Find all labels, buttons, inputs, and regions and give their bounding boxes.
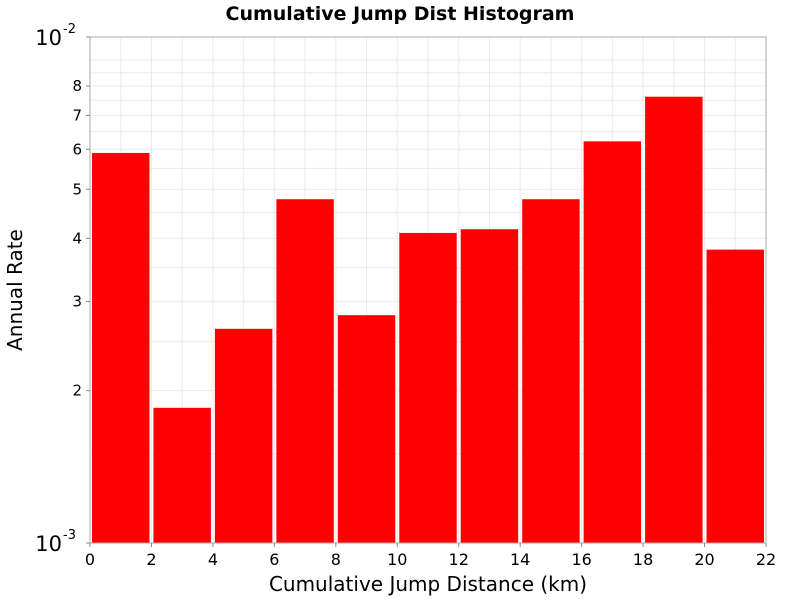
- plot-frame: [89, 36, 767, 544]
- x-tick-label: 16: [571, 550, 591, 569]
- bars: [92, 96, 764, 544]
- histogram-bar: [153, 407, 211, 543]
- histogram-bar: [583, 141, 642, 543]
- x-tick-label: 20: [694, 550, 714, 569]
- y-tick-label: 6: [72, 140, 82, 158]
- histogram-bar: [337, 315, 396, 543]
- x-tick-label: 4: [208, 550, 218, 569]
- histogram-bar: [460, 229, 519, 543]
- histogram-bar: [214, 328, 273, 543]
- histogram-bar: [522, 199, 580, 544]
- histogram-bar: [706, 249, 764, 543]
- x-tick-label: 22: [756, 550, 776, 569]
- x-axis-label: Cumulative Jump Distance (km): [269, 572, 587, 596]
- histogram-bar: [92, 152, 150, 543]
- x-axis-ticks: 0 2 4 6 8 10 12 14 16 18 20 22: [85, 543, 776, 569]
- x-tick-label: 6: [269, 550, 279, 569]
- x-tick-label: 14: [510, 550, 530, 569]
- chart-title: Cumulative Jump Dist Histogram: [226, 3, 575, 25]
- y-major-tick-exponent: -3: [63, 528, 76, 543]
- y-tick-label: 5: [72, 180, 82, 198]
- y-tick-label: 7: [72, 106, 82, 124]
- y-tick-label: 4: [72, 229, 82, 247]
- x-tick-label: 18: [633, 550, 653, 569]
- y-major-tick-base: 10: [35, 26, 62, 50]
- x-tick-label: 12: [449, 550, 469, 569]
- x-tick-label: 0: [85, 550, 95, 569]
- y-major-tick-exponent: -2: [63, 22, 76, 37]
- y-tick-label: 2: [72, 382, 82, 400]
- y-tick-label: 8: [72, 77, 82, 95]
- x-tick-label: 8: [331, 550, 341, 569]
- histogram-bar: [276, 199, 334, 544]
- histogram-bar: [645, 96, 703, 544]
- y-tick-label: 3: [72, 293, 82, 311]
- x-tick-label: 2: [146, 550, 156, 569]
- x-tick-label: 10: [387, 550, 407, 569]
- y-axis-label: Annual Rate: [3, 229, 27, 351]
- histogram-bar: [399, 232, 457, 543]
- y-major-tick-base: 10: [35, 532, 62, 556]
